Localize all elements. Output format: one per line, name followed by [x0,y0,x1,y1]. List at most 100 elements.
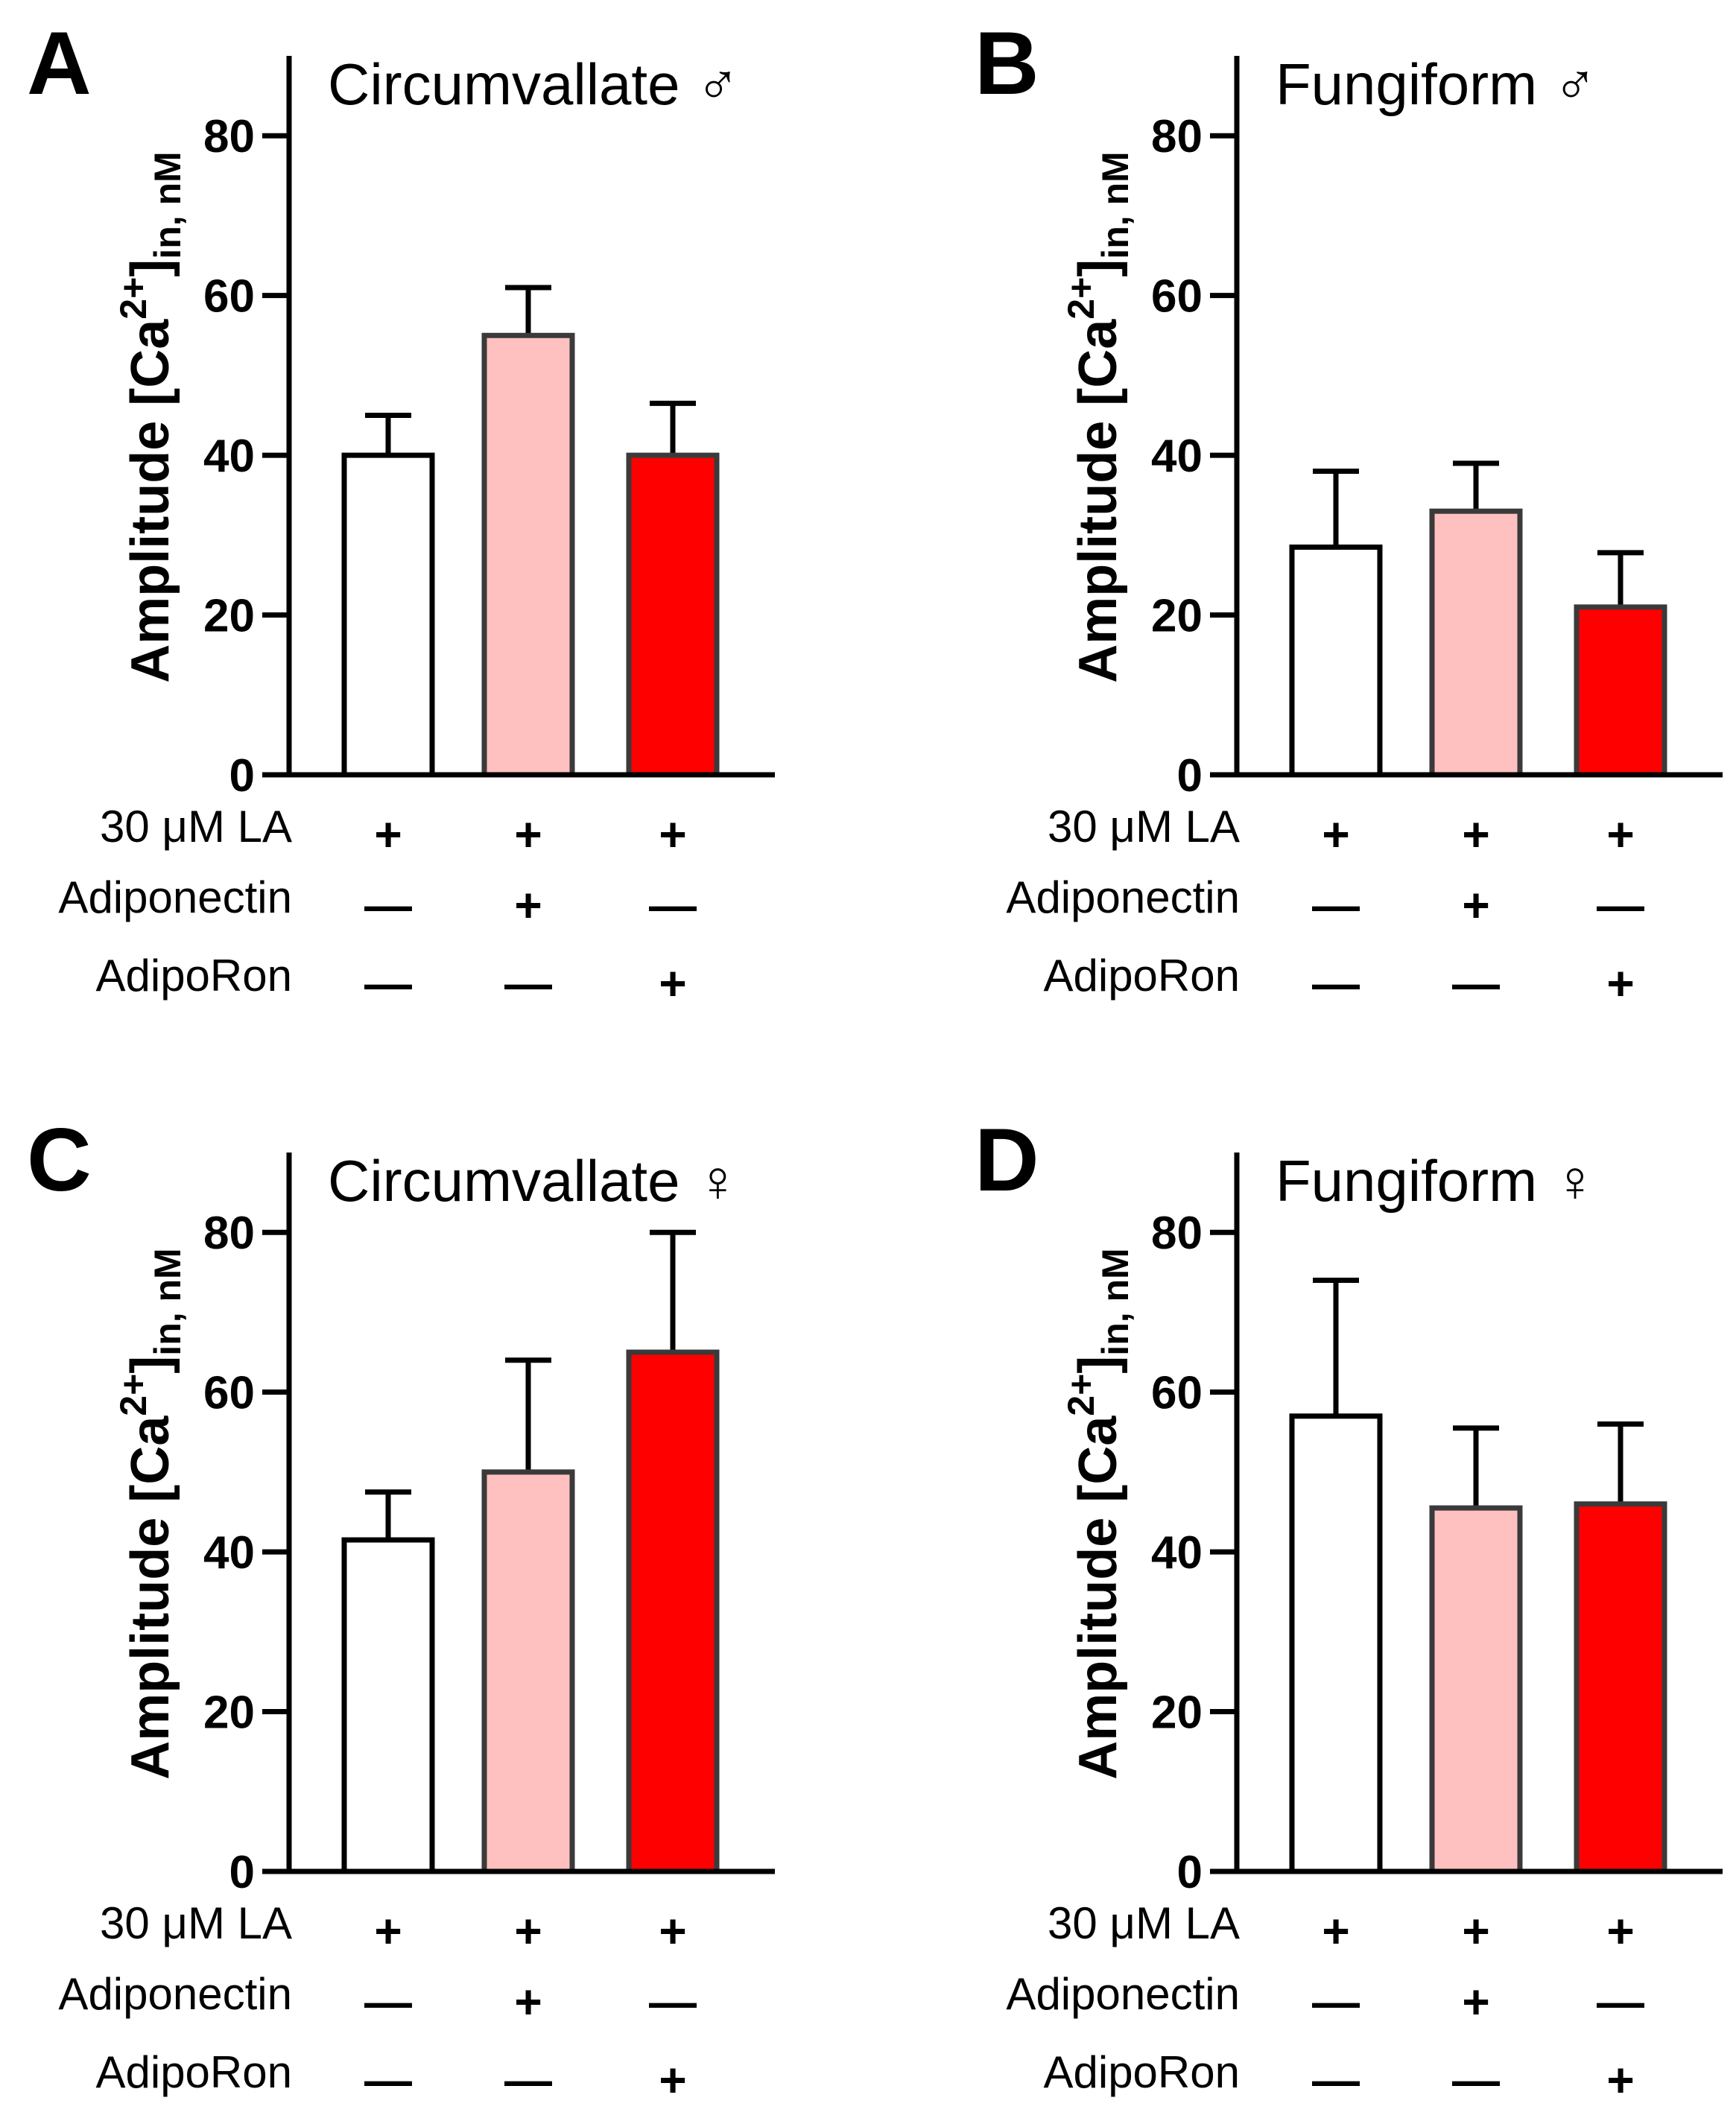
condition-label: Adiponectin [1006,1969,1240,2019]
plus-sign: + [659,1904,686,1958]
plus-sign: + [374,808,402,861]
y-axis-label: Amplitude [Ca2+]in, nM [113,1248,189,1779]
plus-sign: + [1462,1975,1489,2029]
minus-sign: — [649,1975,697,2029]
plus-sign: + [1606,957,1634,1010]
condition-label: 30 μM LA [1048,802,1240,852]
y-axis-label-main: Amplitude [Ca [1068,1415,1128,1780]
plus-sign: + [514,878,542,932]
minus-sign: — [1597,1975,1644,2029]
minus-sign: — [1312,2053,1360,2107]
plus-sign: + [659,2053,686,2107]
bar [1289,1413,1383,1874]
y-axis-label: Amplitude [Ca2+]in, nM [113,151,189,682]
minus-sign: — [1312,957,1360,1010]
chart-title: Fungiform ♂ [1276,51,1597,117]
condition-label: AdipoRon [95,951,292,1001]
y-tick-label: 20 [1151,1687,1203,1739]
y-axis-label-bracket: ] [121,259,180,277]
plus-sign: + [1606,2053,1634,2107]
minus-sign: — [364,878,412,932]
plus-sign: + [374,1904,402,1958]
plus-sign: + [659,808,686,861]
chart-panel-d: D Fungiform ♀ 0 20 40 60 80 Amplitude [Ca2+]in,… [975,1110,1723,2107]
plus-sign: + [1322,1904,1349,1958]
y-tick-label: 20 [203,591,255,642]
plus-sign: + [514,808,542,861]
y-axis-label-superscript: 2+ [113,277,154,320]
bar [481,1469,575,1874]
chart-panel-a: A Circumvallate ♂ 0 20 40 60 80 Amplitude [Ca2+… [27,13,775,1010]
condition-label: Adiponectin [1006,872,1240,922]
y-axis-label-subscript: in, nM [147,1248,189,1355]
y-axis-label-subscript: in, nM [1094,1248,1136,1355]
y-axis-label-main: Amplitude [Ca [1068,319,1128,683]
bar [1289,544,1383,778]
y-tick-label: 20 [1151,591,1203,642]
bar [481,332,575,778]
y-axis-label-bracket: ] [1068,1356,1128,1374]
minus-sign: — [1312,878,1360,932]
plus-sign: + [1462,878,1489,932]
bar [341,452,435,778]
condition-label: 30 μM LA [100,802,292,852]
minus-sign: — [364,1975,412,2029]
plus-sign: + [514,1904,542,1958]
plus-sign: + [514,1975,542,2029]
y-tick-label: 40 [203,431,255,482]
y-axis-label-subscript: in, nM [147,151,189,259]
panel-letter: C [27,1110,92,1210]
y-tick-label: 80 [203,1208,255,1259]
y-tick-label: 40 [203,1527,255,1579]
y-tick-label: 60 [203,1368,255,1419]
y-tick-label: 60 [203,271,255,323]
chart-panel-c: C Circumvallate ♀ 0 20 40 60 80 Amplitude [Ca2+… [27,1110,775,2107]
chart-title: Circumvallate ♀ [328,1148,740,1214]
y-tick-label: 80 [203,111,255,162]
condition-label: 30 μM LA [100,1898,292,1948]
y-tick-label: 0 [1177,1847,1203,1898]
minus-sign: — [1452,2053,1500,2107]
condition-label: Adiponectin [58,872,292,922]
y-tick-label: 0 [229,750,255,802]
plus-sign: + [1322,808,1349,861]
y-tick-label: 0 [1177,750,1203,802]
bar [1429,1505,1523,1874]
panel-letter: B [975,13,1039,113]
y-axis-label-main: Amplitude [Ca [121,319,180,683]
bar [1574,1501,1667,1874]
condition-label: AdipoRon [95,2047,292,2097]
minus-sign: — [504,957,552,1010]
minus-sign: — [1312,1975,1360,2029]
minus-sign: — [504,2053,552,2107]
chart-panel-b: B Fungiform ♂ 0 20 40 60 80 Amplitude [Ca2+]in,… [975,13,1723,1010]
y-tick-label: 80 [1151,1208,1203,1259]
y-axis-label: Amplitude [Ca2+]in, nM [1060,1248,1136,1779]
plus-sign: + [1606,808,1634,861]
minus-sign: — [364,2053,412,2107]
condition-label: Adiponectin [58,1969,292,2019]
bar [626,1349,720,1874]
chart-title: Circumvallate ♂ [328,51,740,117]
minus-sign: — [1452,957,1500,1010]
minus-sign: — [649,878,697,932]
chart-title: Fungiform ♀ [1276,1148,1597,1214]
bar [1574,604,1667,778]
bar [1429,508,1523,778]
y-tick-label: 20 [203,1687,255,1739]
y-tick-label: 40 [1151,1527,1203,1579]
minus-sign: — [364,957,412,1010]
y-axis-label: Amplitude [Ca2+]in, nM [1060,151,1136,682]
y-tick-label: 0 [229,1847,255,1898]
bar [626,452,720,778]
y-axis-label-superscript: 2+ [1060,277,1102,320]
y-axis-label-superscript: 2+ [113,1374,154,1416]
y-axis-label-bracket: ] [121,1356,180,1374]
plus-sign: + [1606,1904,1634,1958]
condition-label: AdipoRon [1043,951,1240,1001]
panel-letter: A [27,13,92,113]
plus-sign: + [659,957,686,1010]
y-tick-label: 80 [1151,111,1203,162]
y-axis-label-superscript: 2+ [1060,1374,1102,1416]
